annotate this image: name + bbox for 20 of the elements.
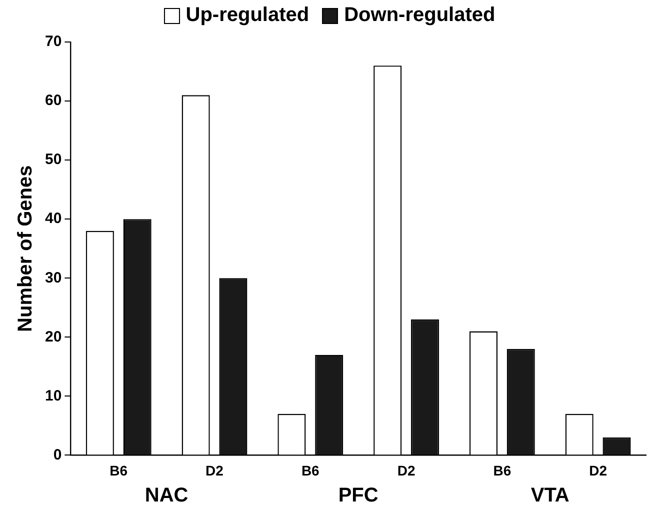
y-tick-label: 30 [44, 269, 62, 286]
y-tick-label: 10 [44, 387, 62, 404]
legend-label: Down-regulated [344, 4, 496, 27]
y-tick-label: 50 [44, 151, 62, 168]
x-tick-label: D2 [397, 462, 416, 478]
x-tick-label: D2 [206, 462, 224, 478]
x-tick-label: D2 [589, 462, 608, 478]
x-tick-label: B6 [110, 462, 128, 478]
y-tick-label: 20 [44, 328, 62, 346]
y-tick-label: 70 [44, 33, 62, 50]
y-tick-label: 0 [53, 446, 62, 464]
y-tick-label: 40 [44, 210, 62, 228]
x-tick-label: B6 [301, 462, 320, 478]
text: NAC [144, 484, 188, 507]
legend-label: Up-regulated [186, 4, 310, 27]
text: VTA [530, 484, 570, 507]
y-tick-label: 60 [44, 92, 62, 110]
x-tick-label: B6 [493, 462, 512, 478]
y-axis-title: Number of Genes [14, 165, 37, 332]
text: PFC [338, 484, 378, 507]
